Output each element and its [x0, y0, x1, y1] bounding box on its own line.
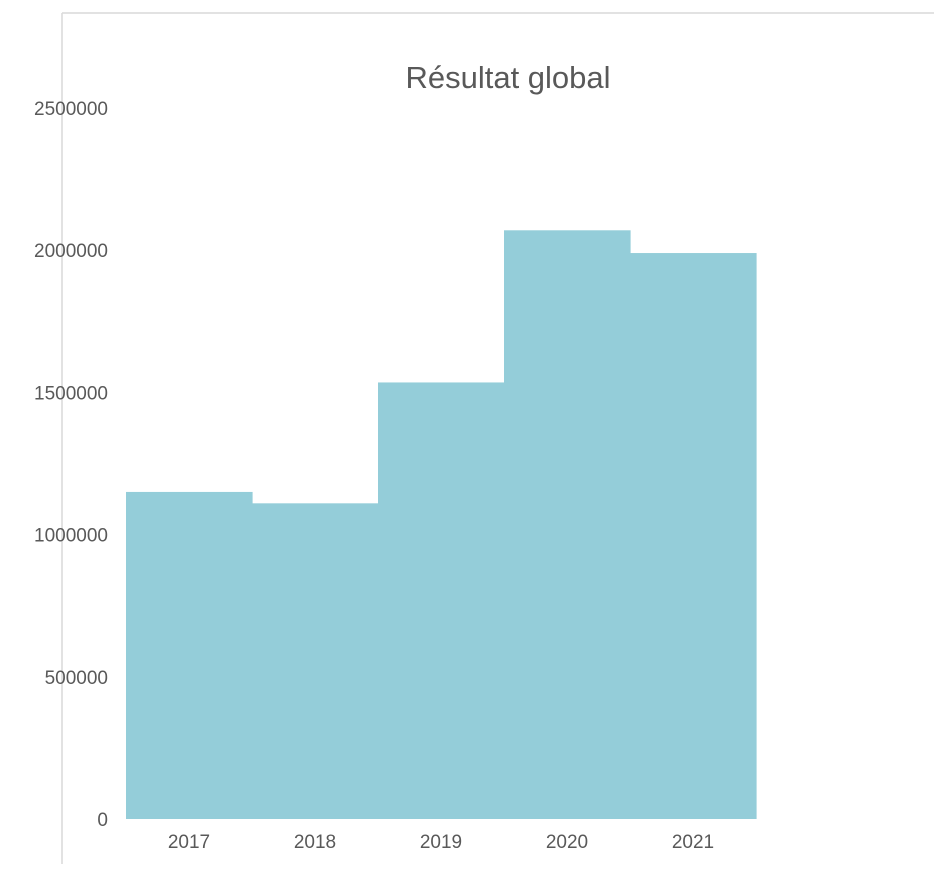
x-axis-tick-labels: 2017 2018 2019 2020 2021	[168, 832, 714, 853]
y-tick-label-0: 0	[97, 810, 108, 831]
x-tick-label-2021: 2021	[672, 832, 714, 853]
y-tick-label-2000000: 2000000	[34, 241, 108, 262]
bar-2020	[504, 230, 631, 820]
y-tick-label-500000: 500000	[45, 668, 108, 689]
y-tick-label-1000000: 1000000	[34, 526, 108, 547]
y-axis-tick-labels: 0 500000 1000000 1500000 2000000 2500000	[34, 99, 108, 831]
y-tick-label-1500000: 1500000	[34, 383, 108, 404]
bar-2017	[126, 491, 253, 819]
x-tick-label-2017: 2017	[168, 832, 210, 853]
bar-2019	[378, 382, 505, 819]
x-tick-label-2018: 2018	[294, 832, 336, 853]
x-tick-label-2019: 2019	[420, 832, 462, 853]
chart-title: Résultat global	[405, 60, 610, 95]
bar-2021	[630, 253, 757, 819]
bar-2018	[252, 503, 379, 819]
x-tick-label-2020: 2020	[546, 832, 588, 853]
y-tick-label-2500000: 2500000	[34, 99, 108, 120]
bars-group	[126, 230, 757, 820]
